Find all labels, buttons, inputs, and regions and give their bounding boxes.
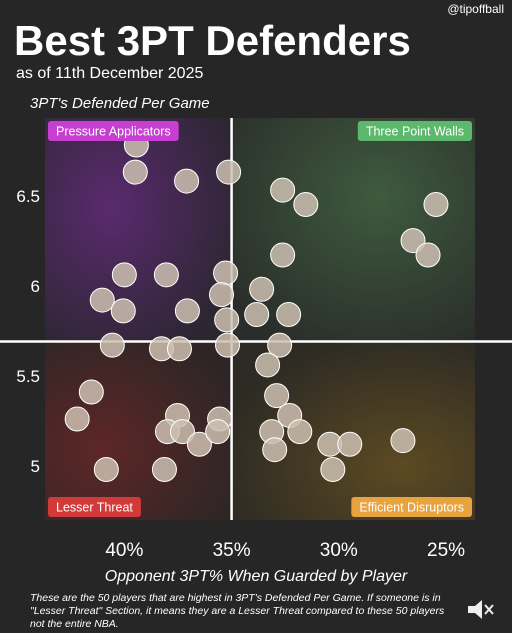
player-point — [415, 242, 441, 268]
player-point — [169, 419, 195, 445]
x-tick-label: 35% — [213, 540, 251, 561]
player-point — [216, 159, 242, 185]
note-line: not the entire NBA. — [30, 618, 119, 630]
player-point — [214, 307, 240, 333]
player-point — [423, 192, 449, 218]
quadrant-label-text: Efficient Disruptors — [359, 500, 464, 514]
player-point — [255, 352, 281, 378]
speaker — [468, 606, 475, 613]
y-tick-label: 6 — [31, 277, 40, 296]
player-point — [244, 301, 270, 327]
quadrant-label: Three Point Walls — [357, 121, 472, 141]
player-point — [151, 457, 177, 483]
quadrant-label: Pressure Applicators — [48, 121, 179, 141]
player-point — [174, 168, 200, 194]
handle: @tipoffball — [447, 2, 504, 16]
y-tick-label: 6.5 — [16, 187, 40, 206]
note-line: These are the 50 players that are highes… — [30, 592, 441, 604]
player-point — [209, 282, 235, 308]
speaker — [475, 600, 482, 619]
player-point — [205, 419, 231, 445]
player-point — [390, 428, 416, 454]
player-point — [111, 262, 137, 288]
player-point — [122, 159, 148, 185]
quadrant-label-box — [48, 121, 179, 141]
quadrant-label-box — [48, 497, 141, 517]
player-point — [99, 332, 125, 358]
player-point — [276, 301, 302, 327]
x-tick-label: 25% — [427, 540, 465, 561]
quadrant-label-box — [357, 121, 472, 141]
chart-subtitle: as of 11th December 2025 — [16, 65, 203, 82]
player-point — [262, 437, 288, 463]
quadrant-label-text: Lesser Threat — [56, 500, 133, 514]
y-tick-label: 5 — [31, 457, 40, 476]
player-point — [264, 383, 290, 409]
player-point — [270, 242, 296, 268]
quadrant-bg — [231, 118, 475, 342]
quadrant-label-text: Three Point Walls — [366, 124, 464, 138]
quadrant-label-box — [351, 497, 472, 517]
player-point — [249, 276, 275, 302]
player-point — [166, 336, 192, 362]
player-point — [153, 262, 179, 288]
quadrant-label: Lesser Threat — [48, 497, 141, 517]
player-point — [78, 379, 104, 405]
x-tick-label: 40% — [105, 540, 143, 561]
player-point — [287, 419, 313, 445]
player-point — [215, 332, 241, 358]
player-point — [267, 332, 293, 358]
player-point — [110, 298, 136, 324]
player-point — [213, 260, 239, 286]
player-point — [174, 298, 200, 324]
player-point — [320, 457, 346, 483]
player-point — [186, 431, 212, 457]
x-tick-label: 30% — [320, 540, 358, 561]
chart-title: Best 3PT Defenders — [14, 17, 411, 64]
player-point — [337, 431, 363, 457]
player-point — [89, 287, 115, 313]
x-axis-label: Opponent 3PT% When Guarded by Player — [105, 568, 408, 585]
player-point — [270, 177, 296, 203]
y-axis-label: 3PT's Defended Per Game — [30, 95, 210, 112]
mute-stroke — [484, 604, 494, 615]
y-tick-label: 5.5 — [16, 367, 40, 386]
quadrant-label: Efficient Disruptors — [351, 497, 472, 517]
mute-icon[interactable] — [468, 600, 494, 619]
player-point — [293, 192, 319, 218]
player-point — [93, 457, 119, 483]
note-line: "Lesser Threat" Section, it means they a… — [30, 605, 445, 617]
quadrant-label-text: Pressure Applicators — [56, 124, 171, 138]
player-point — [64, 406, 90, 432]
